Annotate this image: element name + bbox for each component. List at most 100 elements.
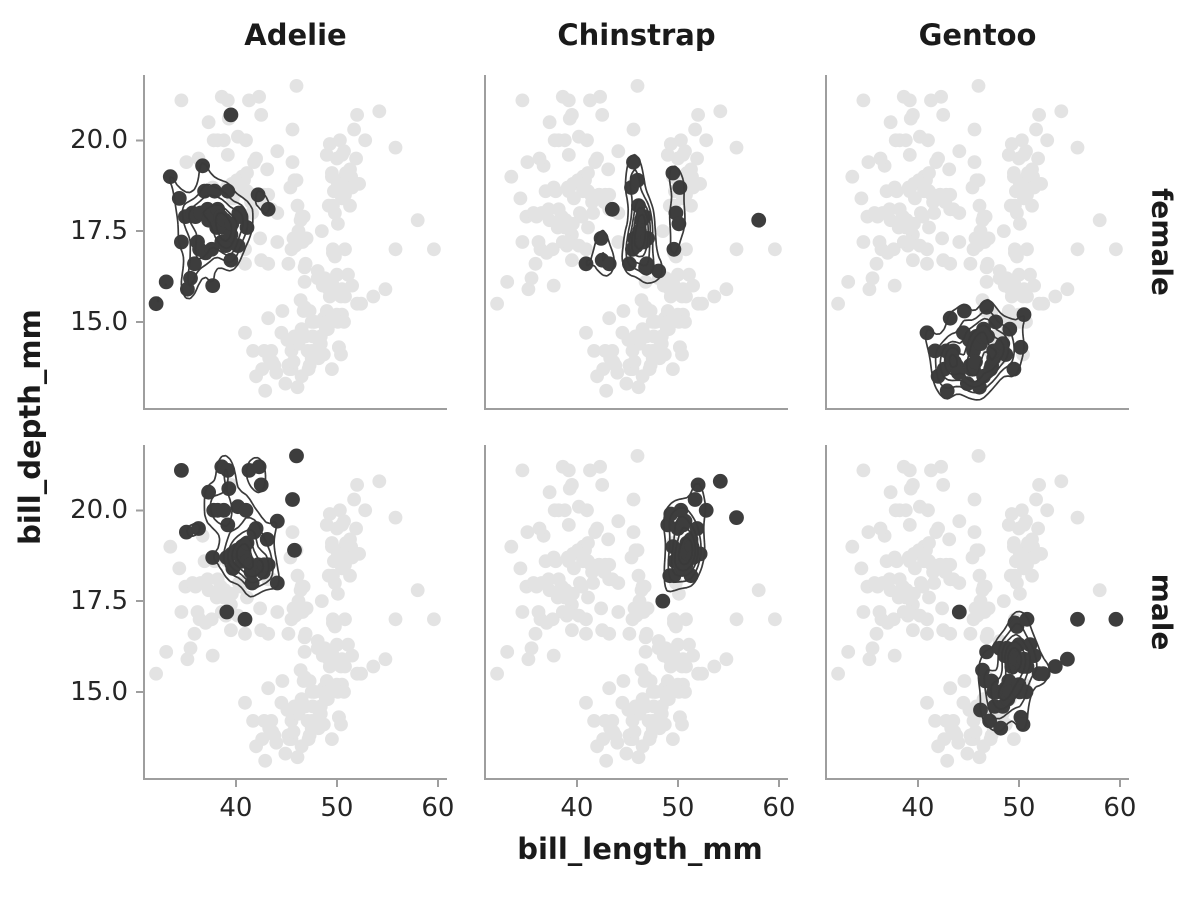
background-point — [643, 304, 658, 318]
background-point — [528, 626, 543, 641]
background-point — [1040, 133, 1055, 148]
background-point — [541, 572, 556, 587]
background-point — [978, 579, 993, 594]
background-point — [333, 133, 347, 148]
highlight-point — [950, 365, 966, 381]
highlight-point — [1016, 307, 1032, 322]
background-point — [626, 122, 641, 137]
background-point — [240, 590, 254, 605]
background-point — [916, 209, 930, 224]
background-point — [291, 703, 306, 717]
background-point — [246, 344, 260, 358]
density-contour — [185, 454, 280, 598]
density-contour — [990, 633, 1032, 711]
background-point — [686, 278, 700, 293]
background-point — [314, 224, 329, 239]
background-point — [163, 539, 178, 554]
background-point — [1013, 586, 1027, 601]
density-contour — [673, 526, 697, 572]
background-point — [942, 532, 957, 547]
x-tick-label: 40 — [219, 793, 253, 823]
density-contour — [227, 528, 270, 584]
highlight-point — [604, 201, 620, 217]
highlight-point — [689, 521, 705, 536]
highlight-point — [919, 325, 935, 341]
background-point — [565, 253, 579, 268]
density-contour — [934, 309, 1016, 394]
background-point — [684, 198, 698, 213]
background-point — [285, 155, 300, 170]
background-point — [861, 155, 876, 170]
background-point — [599, 383, 614, 398]
background-point — [1060, 282, 1075, 297]
background-point — [1031, 151, 1045, 166]
background-point — [841, 275, 856, 289]
x-tick-label: 40 — [560, 793, 594, 823]
background-point — [943, 626, 958, 641]
background-point — [627, 354, 642, 369]
background-point — [921, 503, 935, 518]
background-point — [601, 532, 616, 547]
density-contour — [209, 468, 274, 590]
background-point — [328, 619, 342, 634]
background-point — [258, 383, 273, 398]
y-tick-label: 20.0 — [70, 125, 128, 156]
background-point — [882, 572, 897, 587]
highlight-point — [269, 513, 285, 529]
background-point — [366, 659, 381, 674]
background-point — [1015, 133, 1029, 148]
background-point — [898, 133, 913, 148]
highlight-point — [238, 502, 254, 518]
highlight-point — [1060, 651, 1075, 667]
y-tick-label: 17.5 — [70, 216, 128, 247]
background-point — [1015, 503, 1029, 518]
background-point — [183, 641, 198, 656]
background-point — [675, 347, 689, 362]
background-point — [291, 333, 306, 347]
density-contour — [585, 153, 686, 285]
background-point — [968, 724, 983, 739]
background-point — [602, 187, 617, 202]
background-point — [300, 714, 315, 728]
density-contour — [667, 506, 702, 583]
background-point — [971, 449, 986, 463]
background-point — [388, 510, 403, 525]
background-point — [920, 626, 934, 641]
background-point — [931, 151, 945, 166]
x-tick-label: 60 — [421, 793, 455, 823]
background-point — [643, 674, 658, 688]
background-point — [1070, 242, 1085, 257]
background-point — [581, 590, 595, 605]
background-point — [521, 282, 536, 297]
background-point — [887, 550, 902, 565]
background-point — [590, 521, 604, 536]
background-point — [337, 685, 351, 699]
background-point — [856, 463, 871, 478]
background-point — [688, 122, 702, 137]
background-point — [869, 256, 884, 271]
background-point — [255, 362, 270, 376]
background-point — [238, 695, 252, 710]
background-point — [302, 674, 317, 688]
background-point — [565, 623, 579, 638]
background-point — [345, 648, 359, 663]
background-point — [652, 721, 667, 736]
highlight-point — [1108, 611, 1124, 627]
background-point — [290, 198, 305, 213]
background-point — [862, 652, 877, 667]
background-point — [611, 605, 626, 619]
background-point — [1029, 492, 1043, 507]
background-point — [542, 115, 557, 130]
background-point — [261, 256, 276, 271]
background-point — [679, 289, 693, 304]
background-point — [729, 140, 744, 155]
background-point — [220, 93, 235, 108]
background-point — [1036, 296, 1051, 311]
background-point — [520, 525, 535, 539]
background-point — [1020, 242, 1034, 257]
background-point — [269, 735, 284, 750]
background-point — [541, 202, 556, 217]
highlight-point — [630, 172, 645, 188]
background-point — [887, 648, 902, 663]
background-point — [611, 235, 626, 249]
